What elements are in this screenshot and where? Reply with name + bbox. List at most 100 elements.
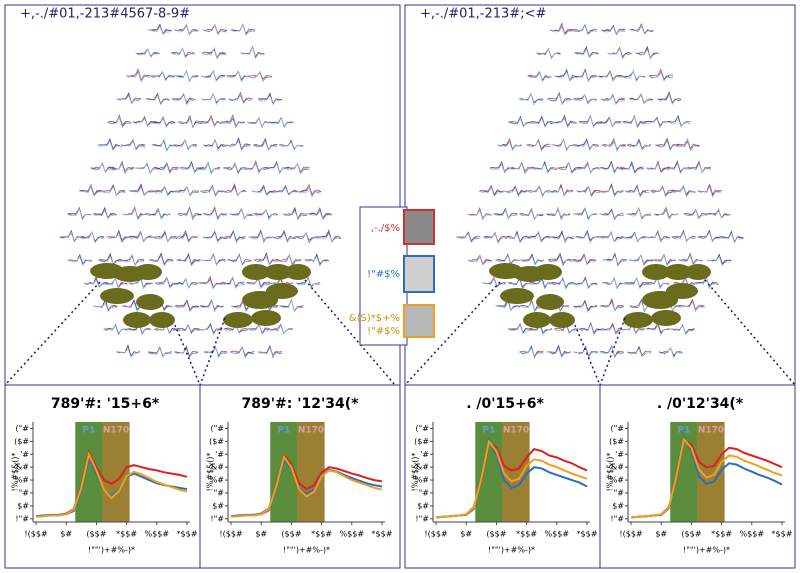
sensor-trace	[202, 138, 228, 152]
sensor-trace	[106, 233, 131, 244]
y-tick-label: $#	[612, 501, 624, 510]
sensor-trace	[666, 118, 691, 128]
sensor-trace	[222, 183, 247, 196]
x-tick-label: %$$#	[545, 530, 570, 539]
sensor-trace	[600, 325, 625, 335]
sensor-trace	[230, 23, 255, 35]
sensor-trace	[176, 324, 201, 335]
y-tick-label: ("#	[415, 424, 429, 433]
sensor-trace	[179, 160, 204, 174]
sensor-trace	[109, 163, 135, 175]
y-tick-label: %#	[210, 476, 225, 485]
sensor-trace	[282, 208, 307, 220]
sensor-trace	[273, 186, 298, 196]
sensor-trace	[226, 140, 251, 152]
x-tick-label: *$$#	[372, 530, 393, 539]
sensor-trace	[573, 207, 598, 222]
sensor-trace	[248, 231, 273, 243]
sensor-trace	[549, 233, 574, 243]
sensor-trace	[135, 161, 160, 174]
sensor-trace	[552, 117, 577, 129]
sensor-trace	[648, 71, 673, 81]
sensor-trace	[622, 231, 647, 242]
sensor-trace	[573, 347, 598, 359]
sensor-trace	[226, 71, 251, 81]
sensor-trace	[174, 24, 199, 35]
sensor-trace	[719, 232, 744, 244]
sensor-trace	[285, 162, 310, 175]
y-tick-label: $#	[417, 501, 429, 510]
sensor-trace	[552, 114, 577, 128]
sensor-trace	[549, 231, 575, 241]
x-tick-label: *$$#	[177, 530, 198, 539]
sensor-trace	[519, 208, 544, 220]
sensor-trace	[307, 210, 332, 221]
sensor-trace	[599, 162, 624, 175]
sensor-trace	[151, 138, 176, 150]
sensor-trace	[571, 253, 597, 265]
x-axis-label: !""')+#%-)*	[88, 546, 135, 555]
y-tick-label: %#	[15, 476, 30, 485]
house-image	[403, 209, 435, 245]
sensor-trace	[628, 254, 654, 265]
sensor-trace	[671, 231, 696, 243]
sensor-trace	[665, 160, 690, 173]
erp-line	[630, 437, 783, 519]
legend-label: !"#$%	[367, 269, 400, 280]
sensor-trace	[222, 186, 247, 197]
x-tick-label: !($$#	[219, 530, 243, 539]
sensor-trace	[147, 23, 173, 35]
sensor-trace	[670, 322, 695, 336]
sensor-trace	[90, 161, 115, 174]
sensor-trace	[626, 347, 652, 358]
sensor-trace	[666, 115, 691, 127]
sensor-trace	[597, 71, 623, 82]
sensor-trace	[648, 68, 673, 80]
sensor-trace	[578, 115, 603, 128]
x-tick-label: ($$#	[86, 530, 106, 539]
sensor-trace	[257, 93, 283, 105]
sensor-trace	[489, 160, 514, 173]
sensor-trace	[128, 232, 153, 243]
sensor-trace	[220, 117, 245, 129]
sensor-trace	[571, 254, 597, 266]
sensor-trace	[650, 185, 675, 197]
y-tick-label: ($#	[414, 437, 429, 446]
x-tick-label: ($$#	[486, 530, 506, 539]
sensor-trace	[621, 70, 646, 82]
sensor-trace	[257, 94, 283, 106]
sensor-trace	[547, 93, 572, 106]
sensor-trace	[84, 279, 109, 289]
sensor-trace	[599, 301, 624, 312]
time-window	[297, 422, 325, 522]
sensor-trace	[495, 253, 520, 266]
sensor-trace	[621, 69, 646, 83]
time-window	[102, 422, 130, 522]
x-tick-label: $#	[255, 530, 267, 539]
y-tick-label: ("#	[210, 424, 224, 433]
sensor-trace	[171, 92, 196, 106]
sensor-trace	[552, 117, 577, 127]
sensor-trace	[221, 230, 246, 242]
sensor-trace	[278, 141, 304, 151]
panel-title: +,-./#01,-213#;<#	[420, 7, 546, 22]
sensor-trace	[92, 207, 117, 219]
sensor-trace	[548, 186, 574, 197]
sensor-trace	[574, 138, 599, 150]
sensor-trace	[116, 93, 141, 105]
x-axis-label: !""')+#%-)*	[488, 546, 535, 555]
time-window-label: P1	[82, 426, 95, 436]
x-tick-label: ($$#	[681, 530, 701, 539]
sensor-trace	[546, 345, 571, 357]
sensor-trace	[622, 232, 647, 242]
sensor-trace	[556, 161, 581, 175]
sensor-trace	[680, 300, 705, 312]
sensor-trace	[272, 232, 297, 244]
sensor-trace	[599, 231, 624, 243]
sensor-trace	[508, 117, 533, 128]
sensor-trace	[98, 255, 123, 266]
sensor-trace	[644, 118, 669, 129]
sensor-trace	[67, 253, 92, 265]
y-tick-label: '#	[215, 450, 224, 459]
